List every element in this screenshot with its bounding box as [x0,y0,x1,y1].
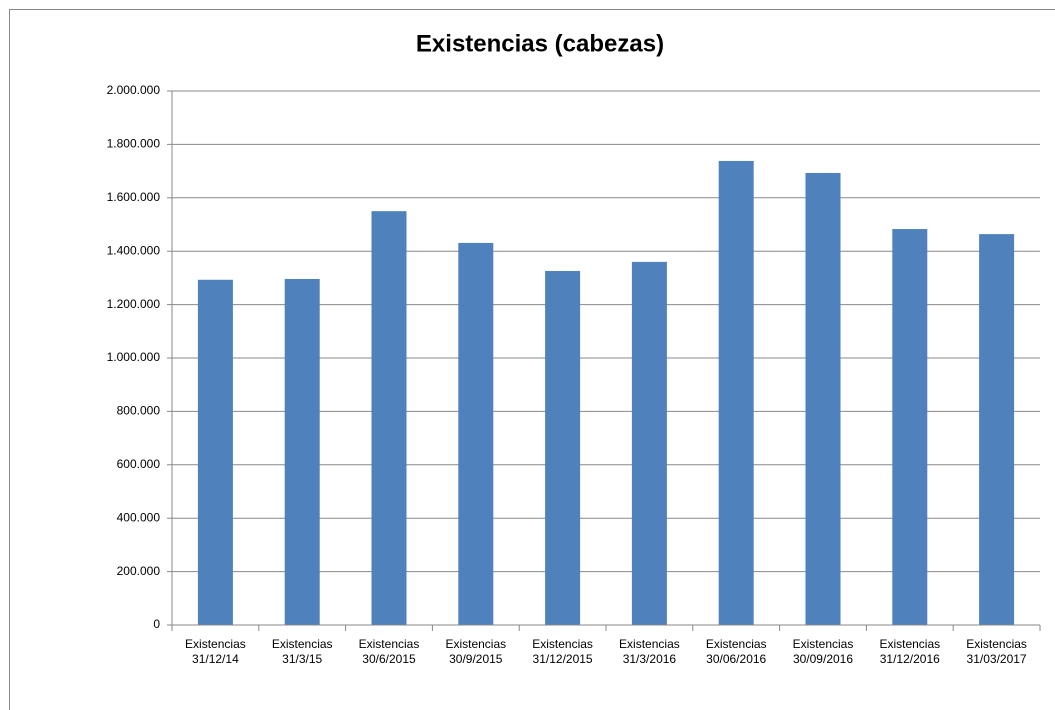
y-tick-label: 2.000.000 [107,83,161,97]
x-tick-label: Existencias 31/3/15 [271,637,333,666]
x-tick-label: Existencias 31/03/2017 [966,637,1027,666]
x-tick-label: Existencias 31/12/14 [185,637,246,666]
bar [197,279,233,625]
bar [892,229,928,625]
y-tick-label: 200.000 [117,564,161,578]
y-tick-label: 1.600.000 [107,190,161,204]
y-tick-label: 1.000.000 [107,350,161,364]
chart-title: Existencias (cabezas) [416,30,664,57]
y-tick-label: 400.000 [117,510,161,524]
bar [371,211,407,625]
x-tick-label: Existencias 30/06/2016 [705,637,767,666]
y-tick-label: 1.800.000 [107,137,161,151]
x-tick-label: Existencias 30/6/2015 [358,637,420,666]
chart-frame [9,9,1055,710]
y-tick-label: 0 [153,617,160,631]
bar [631,261,667,625]
bar [979,234,1015,625]
y-tick-label: 600.000 [117,457,161,471]
x-tick-label: Existencias 30/9/2015 [445,637,507,666]
x-tick-label: Existencias 31/12/2016 [879,637,941,666]
bar [718,160,754,626]
bar [284,278,320,625]
bar [458,242,494,625]
bar [805,172,841,625]
y-tick-label: 800.000 [117,404,161,418]
y-tick-label: 1.400.000 [107,243,161,257]
x-tick-label: Existencias 31/12/2015 [532,637,593,666]
x-tick-label: Existencias 30/09/2016 [792,637,854,666]
y-tick-label: 1.200.000 [107,297,161,311]
x-tick-label: Existencias 31/3/2016 [619,637,680,666]
bar [545,270,581,625]
